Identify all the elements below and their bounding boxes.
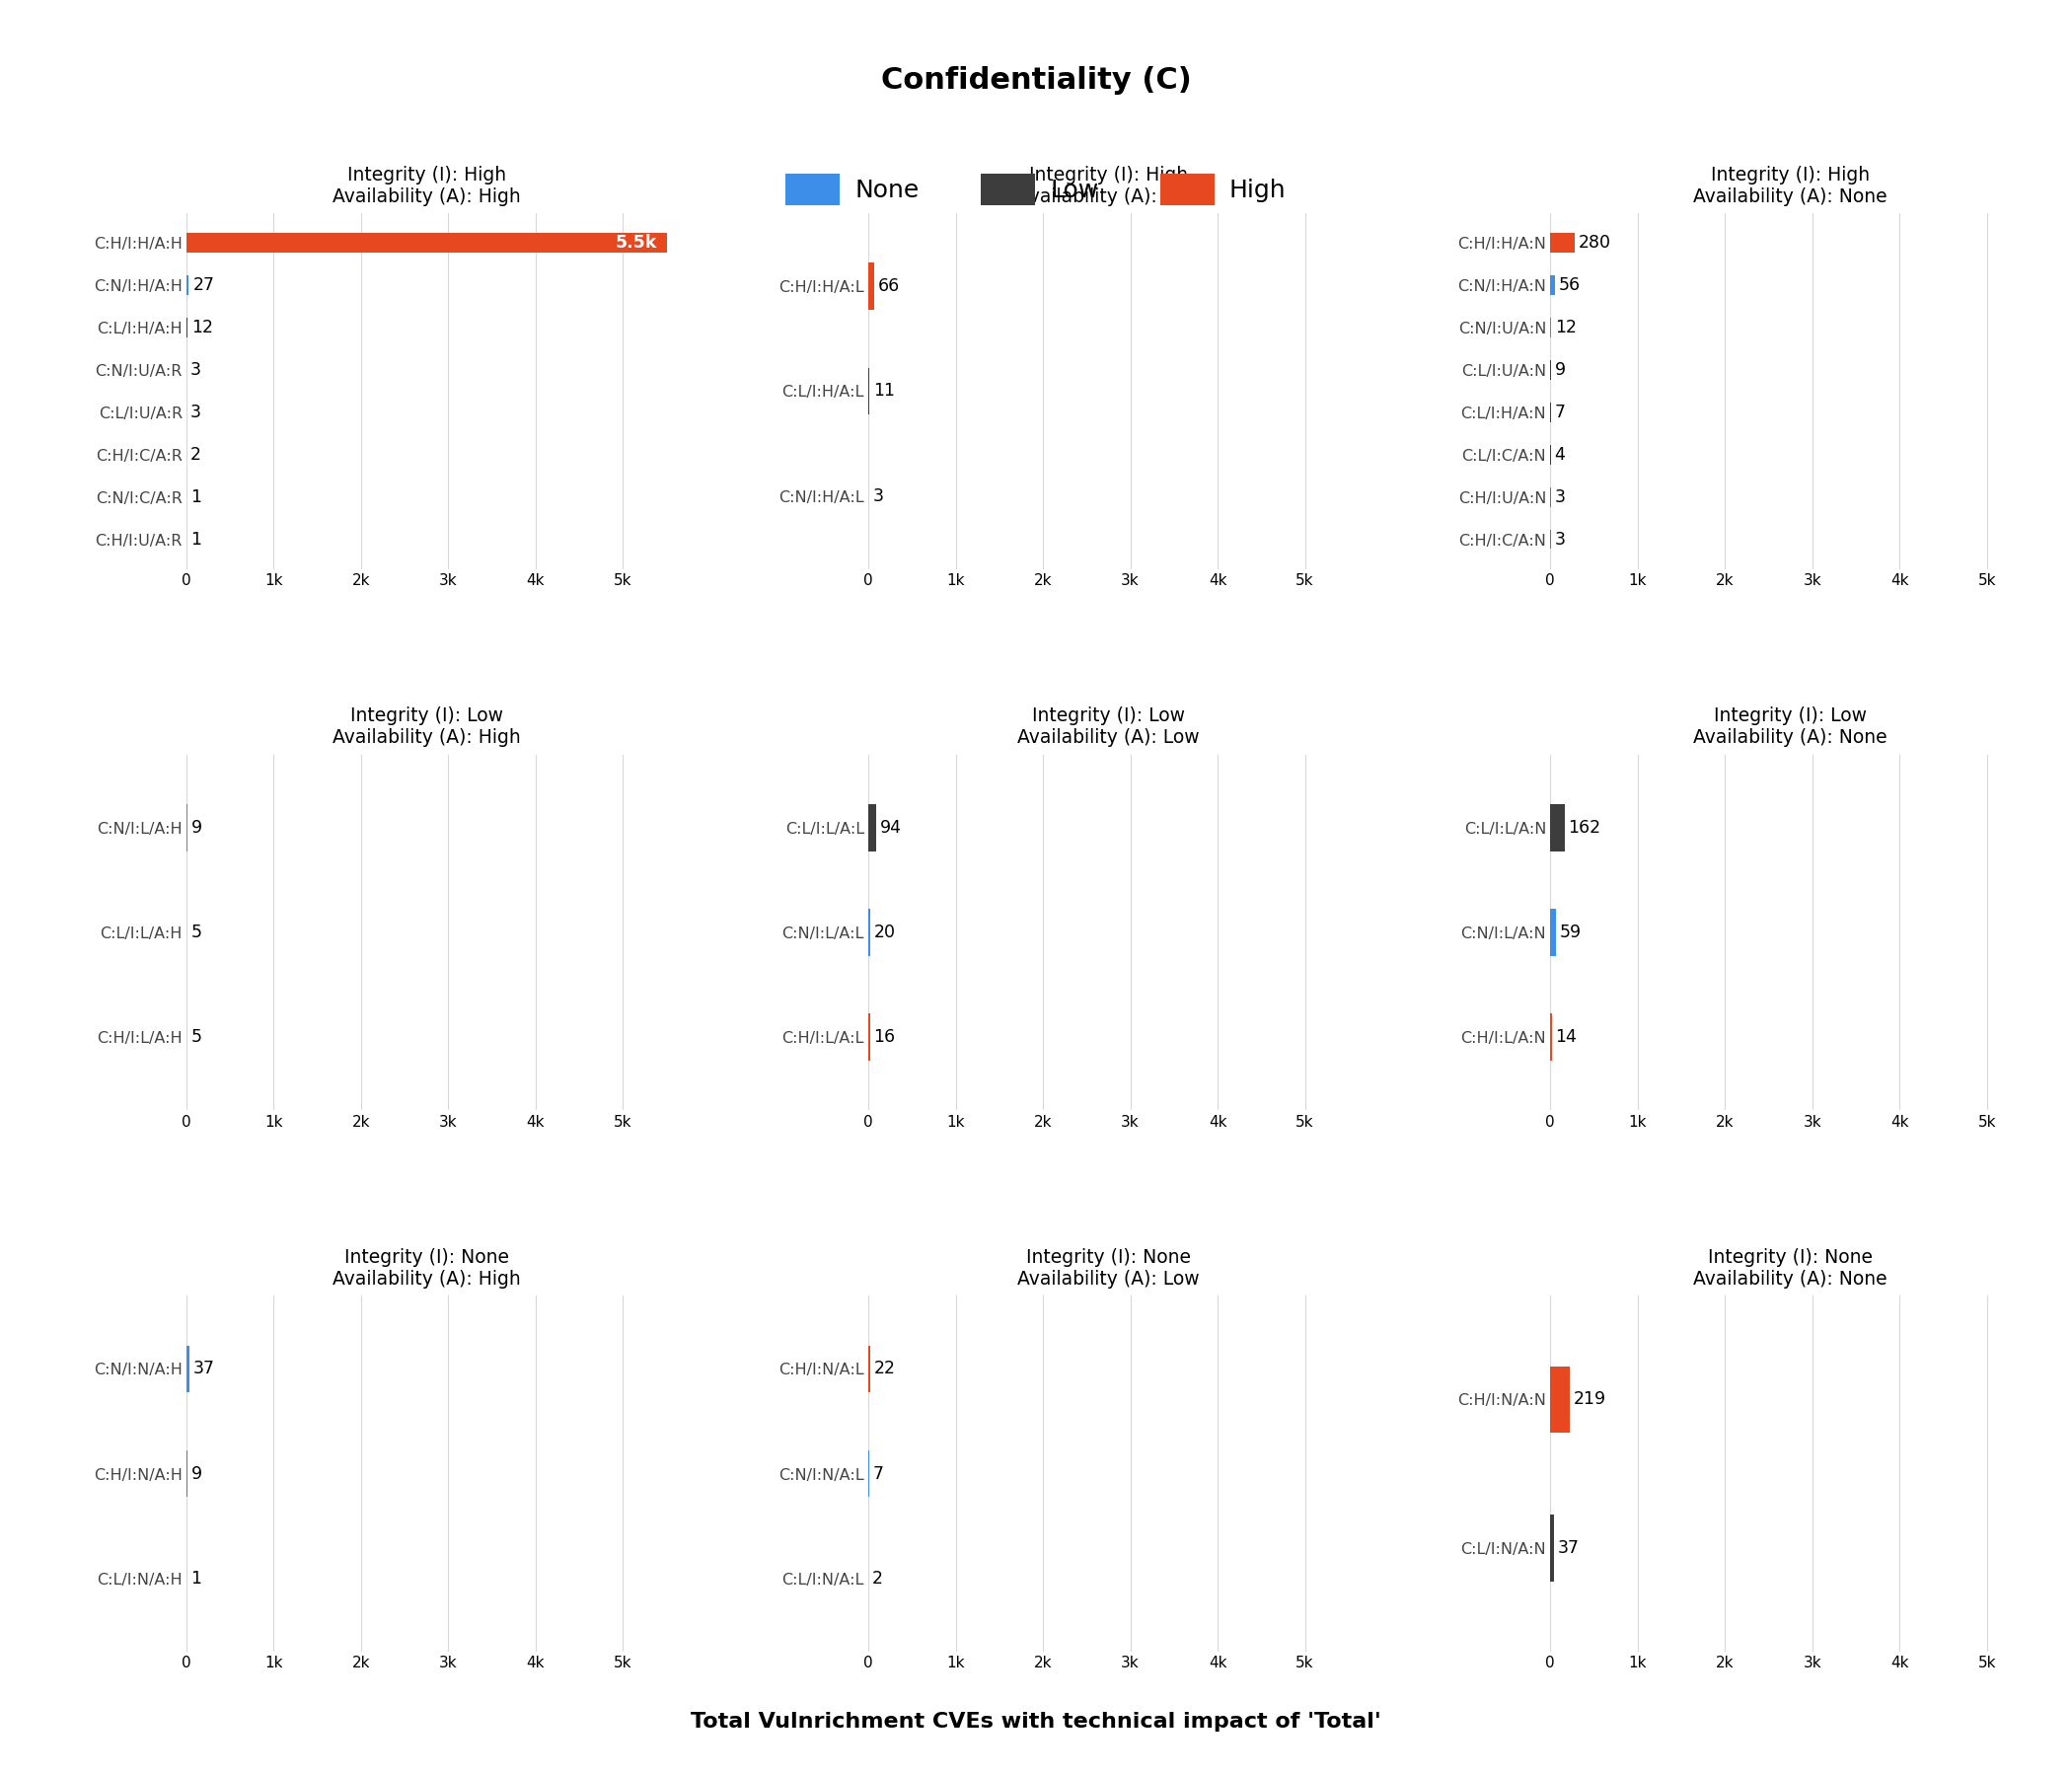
Text: 22: 22 (874, 1360, 895, 1378)
Text: 3: 3 (1554, 531, 1564, 549)
Text: 27: 27 (193, 277, 213, 295)
Bar (1550, 1515, 1554, 1581)
Title: Integrity (I): Low
Availability (A): High: Integrity (I): Low Availability (A): Hig… (332, 707, 520, 748)
Text: 162: 162 (1569, 819, 1602, 836)
Text: 94: 94 (881, 819, 901, 836)
Text: 280: 280 (1579, 234, 1612, 252)
Text: 56: 56 (1558, 277, 1581, 295)
Text: 3: 3 (1554, 488, 1564, 506)
Text: Total Vulnrichment CVEs with technical impact of 'Total': Total Vulnrichment CVEs with technical i… (690, 1712, 1382, 1732)
Text: 7: 7 (1554, 403, 1566, 421)
Text: 5: 5 (191, 1028, 201, 1046)
Text: 4: 4 (1554, 446, 1564, 464)
Text: 9: 9 (1554, 361, 1566, 378)
Text: 219: 219 (1573, 1391, 1606, 1408)
Legend: None, Low, High: None, Low, High (775, 163, 1297, 215)
Bar (186, 1346, 191, 1392)
Title: Integrity (I): High
Availability (A): Low: Integrity (I): High Availability (A): Lo… (1017, 165, 1200, 206)
Bar (1550, 909, 1556, 955)
Text: 12: 12 (191, 318, 213, 336)
Text: 5.5k: 5.5k (615, 234, 657, 252)
Title: Integrity (I): None
Availability (A): Low: Integrity (I): None Availability (A): Lo… (1017, 1249, 1200, 1289)
Text: 66: 66 (879, 277, 899, 295)
Title: Integrity (I): High
Availability (A): High: Integrity (I): High Availability (A): Hi… (332, 165, 520, 206)
Text: 11: 11 (872, 382, 895, 400)
Text: 1: 1 (191, 1570, 201, 1588)
Text: Confidentiality (C): Confidentiality (C) (881, 66, 1191, 94)
Text: 5: 5 (191, 924, 201, 941)
Text: 7: 7 (872, 1465, 885, 1483)
Text: 16: 16 (874, 1028, 895, 1046)
Text: 3: 3 (191, 361, 201, 378)
Bar (868, 263, 874, 311)
Title: Integrity (I): Low
Availability (A): None: Integrity (I): Low Availability (A): Non… (1693, 707, 1888, 748)
Text: 37: 37 (193, 1360, 215, 1378)
Text: 1: 1 (191, 531, 201, 549)
Bar (186, 233, 667, 252)
Text: 1: 1 (191, 488, 201, 506)
Text: 2: 2 (872, 1570, 883, 1588)
Text: 9: 9 (191, 1465, 203, 1483)
Text: 2: 2 (191, 446, 201, 464)
Bar (868, 805, 876, 851)
Text: 3: 3 (872, 487, 883, 504)
Text: 12: 12 (1556, 318, 1577, 336)
Bar (1550, 805, 1564, 851)
Text: 59: 59 (1560, 924, 1581, 941)
Bar (1550, 1366, 1569, 1433)
Text: 9: 9 (191, 819, 203, 836)
Title: Integrity (I): None
Availability (A): None: Integrity (I): None Availability (A): No… (1693, 1249, 1888, 1289)
Bar (1550, 275, 1556, 295)
Text: 3: 3 (191, 403, 201, 421)
Text: 37: 37 (1558, 1540, 1579, 1558)
Text: 20: 20 (874, 924, 895, 941)
Text: 14: 14 (1556, 1028, 1577, 1046)
Title: Integrity (I): High
Availability (A): None: Integrity (I): High Availability (A): No… (1693, 165, 1888, 206)
Bar (1550, 233, 1575, 252)
Title: Integrity (I): Low
Availability (A): Low: Integrity (I): Low Availability (A): Low (1017, 707, 1200, 748)
Title: Integrity (I): None
Availability (A): High: Integrity (I): None Availability (A): Hi… (332, 1249, 520, 1289)
Bar (186, 275, 189, 295)
